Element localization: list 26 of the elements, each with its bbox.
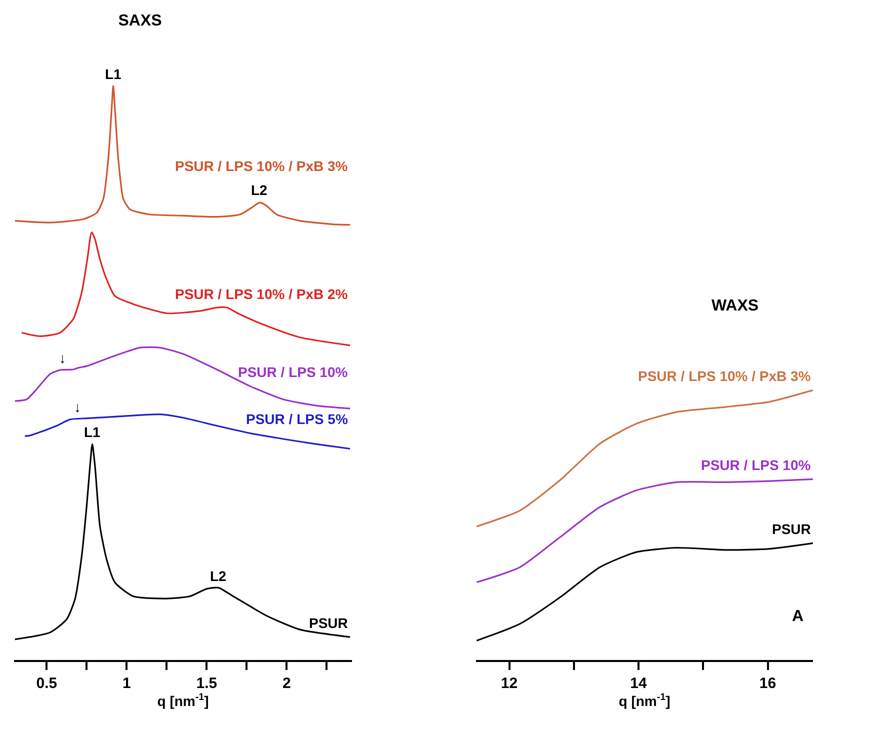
x-axis-title: q [nm$^{-1}$]	[618, 692, 670, 709]
x-tick-label: 12	[500, 675, 518, 692]
x-tick-label: 2	[282, 675, 291, 692]
annotation: L2	[210, 568, 227, 584]
series-label: PSUR / LPS 10% / PxB 3%	[638, 368, 812, 384]
series-label: PSUR	[309, 615, 348, 631]
annotation: L1	[105, 66, 122, 82]
annotation: L1	[84, 424, 101, 440]
annotation: A	[792, 608, 804, 625]
x-tick-label: 14	[630, 675, 648, 692]
x-tick-label: 1.5	[196, 675, 218, 692]
series-label: PSUR	[772, 521, 811, 537]
annotation: L2	[251, 182, 268, 198]
x-tick-label: 1	[122, 675, 131, 692]
series-label: PSUR / LPS 10%	[238, 364, 348, 380]
chart-title: WAXS	[711, 298, 759, 315]
series-label: PSUR / LPS 5%	[246, 411, 348, 427]
x-tick-label: 16	[759, 675, 776, 692]
chart-title: SAXS	[118, 12, 162, 30]
series-label: PSUR / LPS 10% / PxB 2%	[175, 286, 348, 302]
text: PSUR / LPS 10% / PxB 3%	[175, 158, 348, 174]
annotation: ↓	[74, 399, 81, 415]
x-axis-title: q [nm$^{-1}$]	[157, 692, 209, 709]
x-tick-label: 0.5	[36, 675, 58, 692]
series-label: PSUR / LPS 10%	[701, 457, 812, 473]
annotation: ↓	[59, 350, 66, 366]
